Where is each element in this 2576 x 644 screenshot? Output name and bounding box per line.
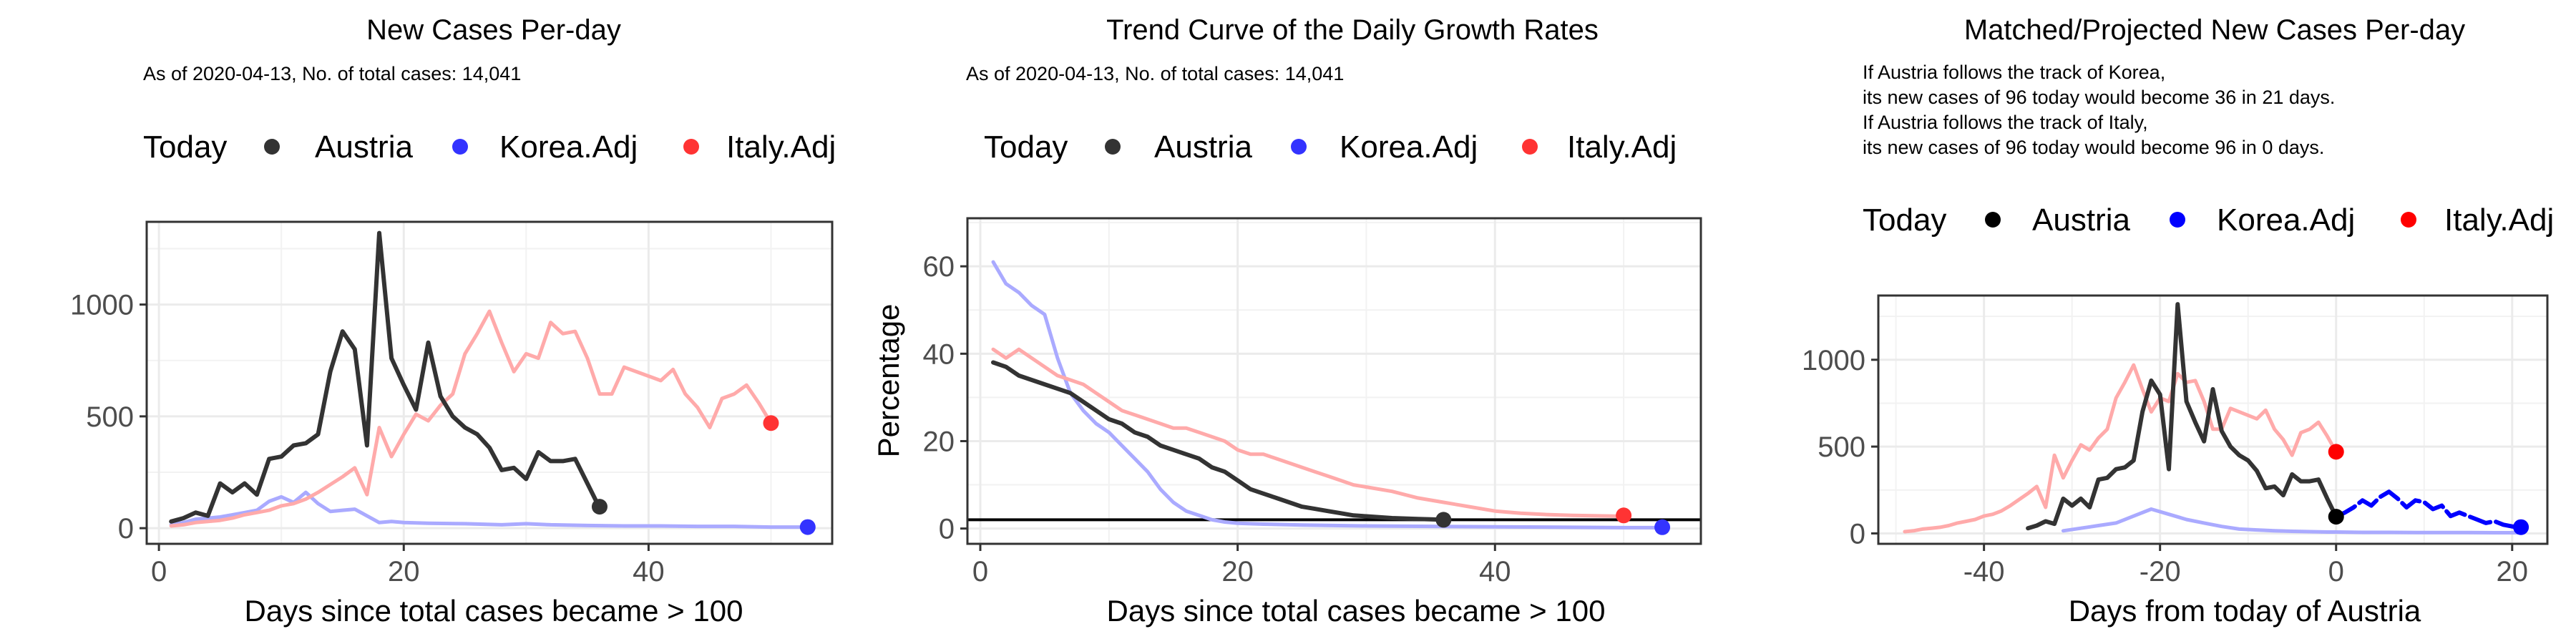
- plot-area: 0 20 40 0 20 40 60: [923, 217, 1702, 587]
- legend: Today Austria Korea.Adj Italy.Adj: [1863, 203, 2554, 238]
- y-tick-label: 60: [923, 251, 955, 283]
- x-axis-label: Days since total cases became > 100: [1107, 594, 1606, 628]
- plot-border: [145, 220, 834, 545]
- x-tick-label: 40: [633, 556, 665, 587]
- series-line-korea-adj-matched: [2061, 507, 2523, 535]
- panel-subtitle: As of 2020-04-13, No. of total cases: 14…: [143, 63, 521, 84]
- legend-key-italy: [1522, 139, 1538, 155]
- plot-background: [967, 218, 1701, 544]
- legend-key-italy: [2401, 212, 2416, 228]
- x-tick-label: 20: [1221, 556, 1254, 587]
- plot-border: [1877, 294, 2549, 545]
- legend-label-korea: Korea.Adj: [1340, 130, 1478, 165]
- x-tick-label: -20: [2140, 556, 2181, 587]
- panel-matched-projected: Matched/Projected New Cases Per-day If A…: [1802, 14, 2554, 628]
- legend: Today Austria Korea.Adj Italy.Adj: [984, 130, 1677, 165]
- y-tick-label: 1000: [1802, 345, 1865, 376]
- y-tick-label: 0: [118, 513, 134, 545]
- legend-key-korea: [452, 139, 468, 155]
- series-line-austria: [169, 230, 602, 524]
- legend-label-austria: Austria: [1154, 130, 1252, 165]
- x-tick-label: 20: [2497, 556, 2529, 587]
- legend-key-austria: [1105, 139, 1121, 155]
- today-point-italy-adj: [1616, 507, 1632, 524]
- x-tick-label: 20: [388, 556, 420, 587]
- legend-key-austria: [264, 139, 280, 155]
- panel-subtitle: As of 2020-04-13, No. of total cases: 14…: [966, 63, 1344, 84]
- y-tick-label: 1000: [70, 290, 134, 321]
- y-tick-label: 500: [1818, 431, 1865, 463]
- series-line-italy-adj: [169, 309, 773, 528]
- series-line-korea-adj: [991, 260, 1664, 530]
- x-tick-label: 0: [151, 556, 167, 587]
- today-point-austria: [2328, 509, 2344, 525]
- legend-title: Today: [143, 130, 227, 165]
- y-tick-label: 500: [86, 401, 134, 433]
- panel-title: Trend Curve of the Daily Growth Rates: [1106, 14, 1599, 46]
- today-point-austria: [1435, 512, 1452, 528]
- legend-key-korea: [2170, 212, 2185, 228]
- panel-title: Matched/Projected New Cases Per-day: [1964, 14, 2465, 46]
- plot-area: 0 20 40 0 500 1000: [70, 220, 834, 587]
- y-tick-label: 0: [939, 514, 955, 545]
- legend: Today Austria Korea.Adj Italy.Adj: [143, 130, 836, 165]
- y-axis-label: Percentage: [872, 304, 905, 458]
- y-tick-label: 0: [1850, 518, 1865, 550]
- legend-key-italy: [683, 139, 699, 155]
- legend-label-italy: Italy.Adj: [2444, 203, 2554, 238]
- legend-label-italy: Italy.Adj: [1567, 130, 1677, 165]
- panel-growth-rates: Trend Curve of the Daily Growth Rates As…: [872, 14, 1702, 628]
- plot-area: -40 -20 0 20 0 500 1000: [1802, 294, 2549, 587]
- series-line-italy-adj: [991, 347, 1626, 518]
- today-point-korea-adj: [799, 519, 816, 535]
- x-axis-label: Days since total cases became > 100: [245, 594, 743, 628]
- x-tick-label: 0: [972, 556, 988, 587]
- series-line-austria: [2026, 302, 2338, 531]
- y-tick-label: 20: [923, 426, 955, 457]
- panel-new-cases: New Cases Per-day As of 2020-04-13, No. …: [70, 14, 836, 628]
- x-tick-label: 0: [2328, 556, 2344, 587]
- today-point-italy-adj: [2328, 444, 2344, 460]
- today-point-korea-adj: [2513, 519, 2529, 535]
- series-line-korea-adj: [169, 490, 810, 530]
- legend-title: Today: [1863, 203, 1946, 238]
- series-line-korea-adj-projected: [2333, 489, 2524, 530]
- plot-background: [147, 222, 832, 544]
- projection-note-line: If Austria follows the track of Korea,: [1863, 62, 2165, 83]
- legend-key-austria: [1985, 212, 2001, 228]
- series-line-italy-adj: [1903, 363, 2338, 534]
- projection-note-line: its new cases of 96 today would become 9…: [1863, 137, 2324, 158]
- x-axis-label: Days from today of Austria: [2069, 594, 2421, 628]
- legend-label-italy: Italy.Adj: [726, 130, 836, 165]
- legend-key-korea: [1291, 139, 1307, 155]
- x-tick-label: -40: [1963, 556, 2005, 587]
- legend-label-korea: Korea.Adj: [2217, 203, 2355, 238]
- legend-title: Today: [984, 130, 1068, 165]
- today-point-italy-adj: [763, 415, 779, 431]
- legend-label-korea: Korea.Adj: [499, 130, 638, 165]
- plot-background: [1878, 296, 2547, 544]
- legend-label-austria: Austria: [2032, 203, 2130, 238]
- y-tick-label: 40: [923, 338, 955, 370]
- today-point-korea-adj: [1654, 519, 1671, 535]
- today-point-austria: [591, 499, 608, 515]
- projection-note-line: its new cases of 96 today would become 3…: [1863, 87, 2335, 108]
- panel-title: New Cases Per-day: [366, 14, 621, 46]
- projection-note-line: If Austria follows the track of Italy,: [1863, 112, 2148, 133]
- plot-border: [966, 217, 1702, 545]
- x-tick-label: 40: [1479, 556, 1511, 587]
- legend-label-austria: Austria: [315, 130, 413, 165]
- series-line-austria: [991, 360, 1446, 522]
